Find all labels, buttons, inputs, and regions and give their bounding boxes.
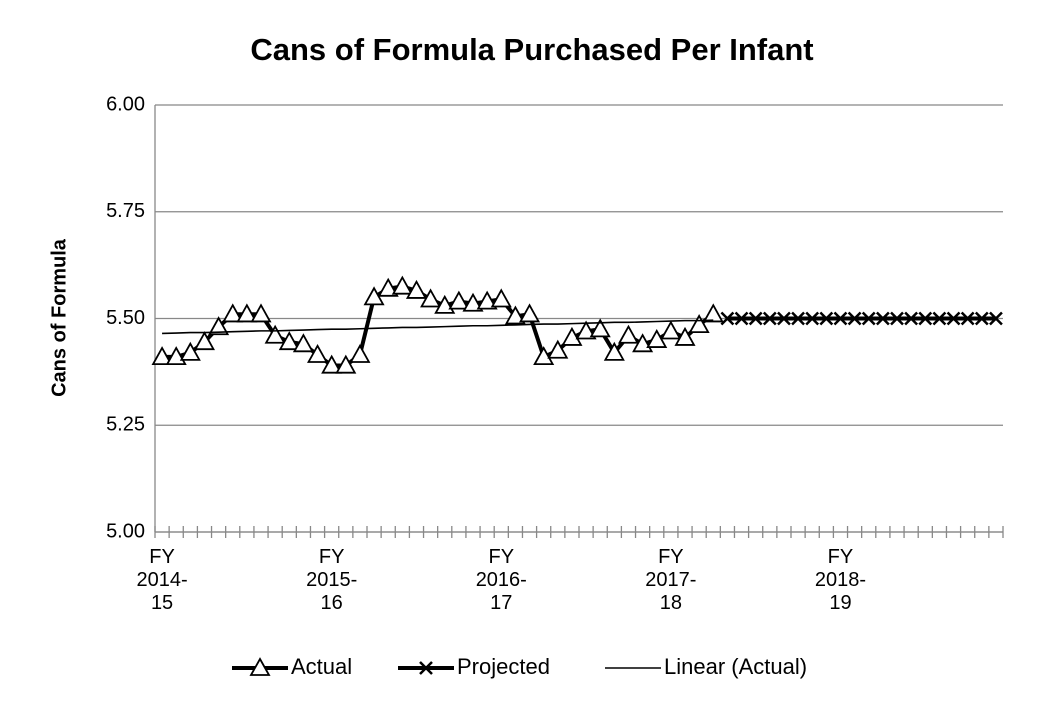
marker — [335, 354, 357, 374]
marker — [349, 343, 371, 363]
legend-item: Actual — [232, 654, 352, 679]
marker — [603, 341, 625, 361]
marker — [688, 314, 710, 334]
x-tick-label: FY 2018- 19 — [814, 546, 867, 614]
legend-marker — [249, 657, 271, 676]
marker — [918, 311, 933, 326]
y-tick-label: 5.25 — [106, 414, 145, 436]
marker — [702, 303, 724, 323]
marker — [960, 311, 975, 326]
marker — [151, 346, 173, 366]
marker — [292, 333, 314, 353]
marker — [307, 343, 329, 363]
y-axis-label: Cans of Formula — [48, 238, 70, 397]
marker — [278, 331, 300, 351]
x-tick-label: FY 2017- 18 — [645, 546, 697, 614]
marker — [904, 311, 919, 326]
marker — [932, 311, 947, 326]
marker — [946, 311, 961, 326]
marker — [791, 311, 805, 326]
marker — [405, 279, 427, 299]
y-tick-label: 6.00 — [106, 93, 145, 115]
marker — [179, 341, 201, 361]
marker — [660, 320, 682, 340]
x-tick-label: FY 2015- 16 — [306, 546, 358, 614]
marker — [391, 275, 413, 295]
marker — [377, 277, 399, 297]
marker — [561, 326, 583, 346]
marker — [533, 346, 555, 366]
chart-title: Cans of Formula Purchased Per Infant — [250, 32, 813, 67]
legend-marker — [419, 661, 433, 675]
marker — [490, 288, 512, 308]
marker — [264, 324, 286, 344]
legend-label: Projected — [457, 654, 550, 679]
marker — [193, 331, 215, 351]
y-tick-label: 5.75 — [106, 200, 145, 222]
marker — [321, 354, 343, 374]
marker — [674, 326, 696, 346]
legend-label: Linear (Actual) — [664, 654, 807, 679]
legend-item: Projected — [398, 654, 550, 679]
legend-item: Linear (Actual) — [605, 654, 807, 679]
marker — [519, 303, 541, 323]
y-tick-label: 5.00 — [106, 520, 145, 542]
marker — [589, 318, 611, 338]
marker — [875, 311, 890, 326]
marker — [805, 311, 820, 326]
marker — [762, 311, 777, 326]
marker — [575, 320, 597, 340]
marker — [890, 311, 904, 326]
marker — [236, 303, 258, 323]
series-line — [162, 284, 715, 368]
marker — [734, 311, 749, 326]
marker — [476, 290, 498, 310]
marker — [504, 305, 526, 325]
marker — [861, 311, 876, 326]
marker — [208, 316, 230, 336]
legend-label: Actual — [291, 654, 352, 679]
marker — [847, 311, 862, 326]
marker — [989, 311, 1003, 326]
x-tick-label: FY 2014- 15 — [136, 546, 188, 614]
marker — [777, 311, 791, 326]
marker — [420, 288, 442, 308]
marker — [617, 324, 639, 344]
marker — [222, 303, 244, 323]
y-tick-label: 5.50 — [106, 307, 145, 329]
marker — [547, 339, 569, 359]
marker — [819, 311, 834, 326]
marker — [720, 311, 735, 326]
marker — [448, 290, 470, 310]
marker — [833, 311, 848, 326]
series-line — [162, 319, 714, 335]
marker — [250, 303, 272, 323]
marker — [748, 311, 763, 326]
marker — [974, 311, 989, 326]
x-tick-label: FY 2016- 17 — [475, 546, 527, 614]
marker — [462, 292, 484, 312]
